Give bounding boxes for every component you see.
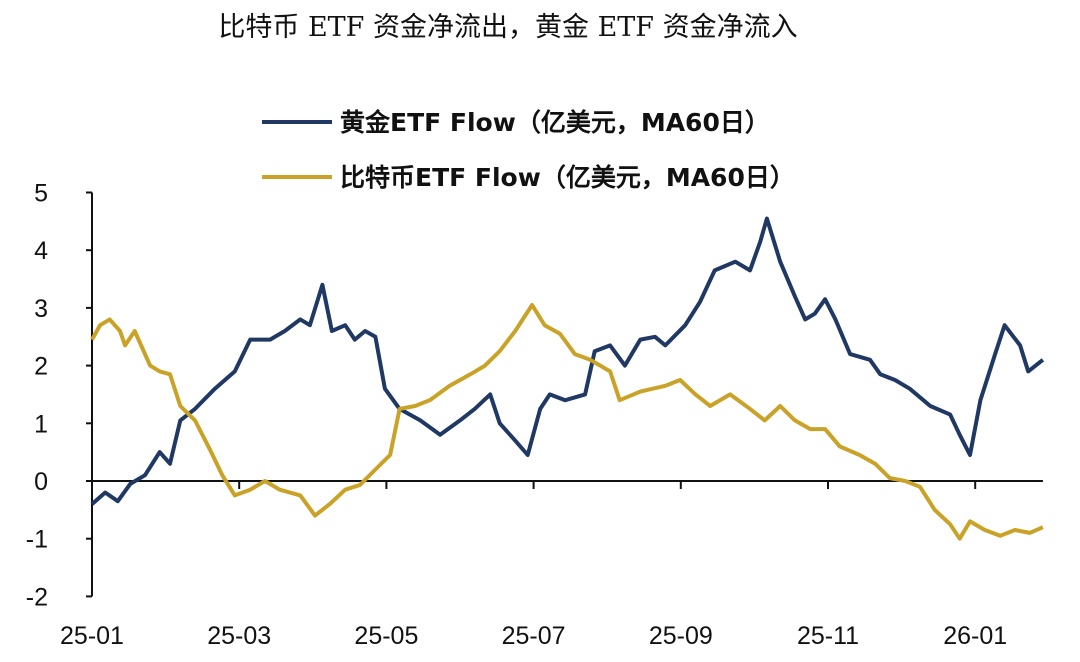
legend: 黄金ETF Flow（亿美元，MA60日） 比特币ETF Flow（亿美元，MA… [262,108,795,192]
y-tick-label: 2 [34,353,48,381]
series-line-bitcoin-etf [90,303,1044,541]
chart-title: 比特币 ETF 资金净流出，黄金 ETF 资金净流入 [218,12,797,43]
y-tick-label: -2 [26,583,48,611]
x-tick-label: 25-01 [60,622,124,650]
x-tick-label: 25-03 [207,622,271,650]
x-tick-label: 25-11 [797,622,859,650]
y-tick-label: 3 [34,295,48,323]
y-tick-label: 0 [34,468,48,496]
legend-label-bitcoin: 比特币ETF Flow（亿美元，MA60日） [340,163,795,192]
x-tick-label: 25-09 [649,622,713,650]
y-tick-label: -1 [26,526,48,554]
y-tick-label: 5 [34,180,48,208]
series-line-gold-etf [90,216,1045,506]
x-tick-label: 25-07 [502,622,566,650]
x-tick-label: 26-01 [943,622,1007,650]
x-tick-label: 25-05 [354,622,418,650]
y-tick-label: 1 [34,410,48,438]
y-tick-label: 4 [34,237,48,265]
legend-label-gold: 黄金ETF Flow（亿美元，MA60日） [340,108,770,137]
